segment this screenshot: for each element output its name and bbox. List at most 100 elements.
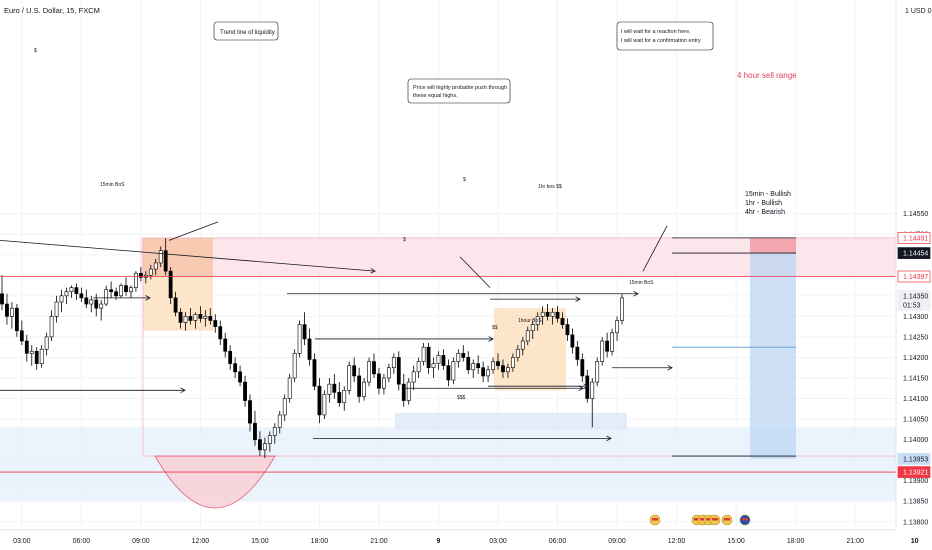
candle-bear [34,350,39,364]
candle-bull [347,365,352,391]
candle-bull [486,369,490,377]
candle-bull [520,340,525,350]
candle-bull [39,348,44,364]
candle-bear [372,361,376,375]
zones [0,237,897,509]
sell-range-label: 4 hour sell range [737,71,797,80]
candle-bear [501,365,505,373]
liquidity-low-arrowhead [583,383,589,389]
demand-zone-blue [0,427,896,502]
candle-bull [29,350,34,354]
label-dollars-trend: $ [34,48,37,54]
candle-bear [243,381,247,401]
x-tick-label: 21:00 [370,538,388,545]
label-dollars-mid: $ [403,237,406,243]
candle-bull [322,394,327,416]
candle-bull [525,330,530,342]
candle-bull [49,316,54,338]
candle-bull [471,363,476,371]
callout-tail-trend [168,221,219,241]
candle-bull [267,435,272,445]
event-flag-stripe [694,518,700,521]
candle-bear [337,392,342,403]
event-flag-stripe [706,518,712,521]
candle-bear [248,400,252,424]
candle-bull [134,272,138,288]
annotations: Trend line of liquidity Price will highl… [34,21,797,401]
callout-box-trend[interactable] [213,21,279,41]
candle-bull [615,320,619,334]
candle-bear [94,299,99,309]
x-tick-label: 12:00 [668,538,686,545]
candle-bull [297,324,302,354]
candle-bear [5,303,9,317]
price-badge [897,270,931,283]
bias-15min: 15min - Bullish [745,191,791,198]
candle-bear [580,359,585,377]
candle-bear [575,346,580,360]
candle-bull [451,361,456,381]
candle-bear [178,311,183,323]
y-tick-label: 1.14050 [903,417,928,424]
candle-bull [292,353,297,379]
candle-bear [168,270,173,299]
candle-bear [19,330,24,342]
candle-bull [104,289,109,305]
candle-bear [188,316,193,321]
candle-bear [545,311,550,317]
candle-bear [605,340,610,352]
candle-bull [327,383,332,395]
price-badge-text: 1.14491 [903,235,928,242]
candle-bull [535,316,540,325]
candle-bear [332,383,337,393]
event-flag-stripe [724,518,730,521]
candle-bull [491,361,495,371]
price-badge-text: 1.13921 [903,470,928,477]
candle-bear [496,361,500,366]
candle-bear [317,385,322,416]
candle-bull [436,355,441,364]
event-flag-stripe [700,518,706,521]
price-badge [897,289,931,311]
candle-bear [124,285,128,293]
callout-box-wait[interactable] [616,21,714,51]
event-flag-stripe [712,518,718,521]
callout-price-text-1: Price will highly probable push through [413,85,507,91]
candle-bull [119,285,123,297]
callout-tail-price [459,256,491,288]
candle-bull [367,361,371,383]
candle-bull [193,314,198,321]
callout-tail-wait [642,225,668,272]
candle-bear [357,375,362,397]
candle-bull [515,348,520,358]
price-badge-text: 1.14350 [903,293,928,300]
sell-range-target [750,253,796,459]
candle-bull [10,307,14,317]
symbol-title[interactable]: Euro / U.S. Dollar, 15, FXCM [4,6,100,15]
candle-bear [565,324,570,336]
bias-1hr: 1hr - Bullish [745,200,782,207]
time-axis-panel[interactable] [0,530,932,550]
callout-box-price[interactable] [407,78,511,104]
drawings [0,221,896,473]
candle-bull [99,303,104,309]
countdown-text: 01:53 [903,302,921,309]
y-tick-label: 1.14250 [903,334,928,341]
candle-bull [421,346,426,362]
candle-bear [307,338,312,360]
candle-bull [69,287,74,293]
candle-bear [258,439,262,451]
candle-bear [114,291,118,297]
equal-highs-line-arrowhead [633,291,639,297]
candle-bull [262,443,267,451]
price-badge [897,453,931,465]
candle-bear [312,359,317,387]
label-1hr-bos: 1hr bos $$ [538,184,562,190]
candle-bull [153,262,158,270]
bos-1hr-line-arrowhead [575,296,581,302]
candle-bull [595,361,600,383]
event-flag-stripe [742,518,748,521]
y-tick-label: 1.13850 [903,499,928,506]
candle-bear [79,293,84,299]
